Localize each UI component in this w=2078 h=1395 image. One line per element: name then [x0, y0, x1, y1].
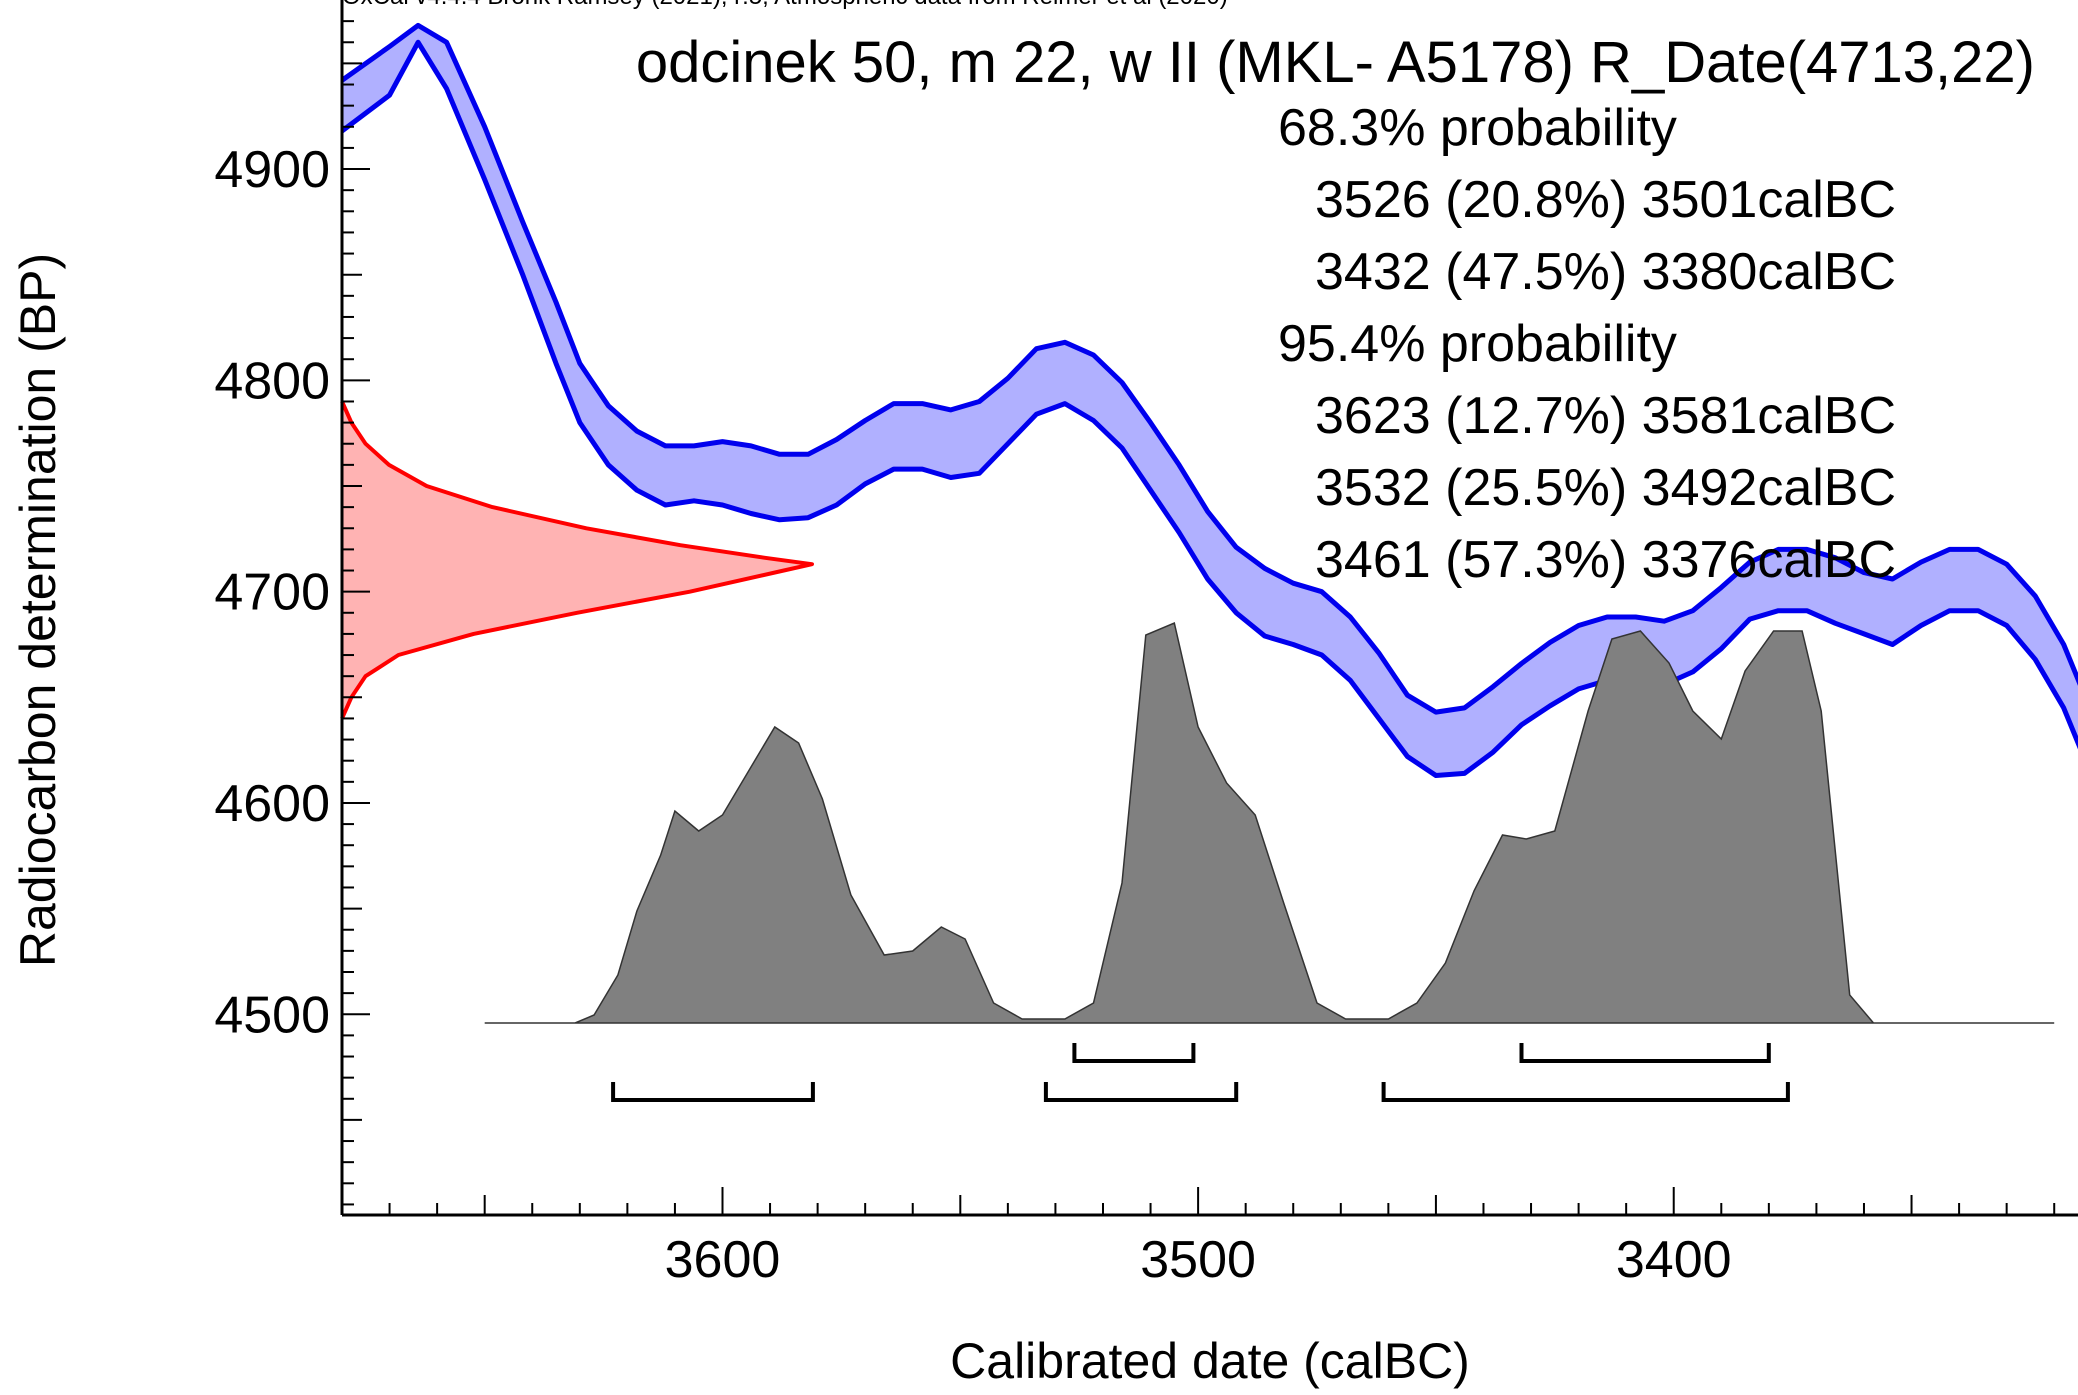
summary-line: 3526 (20.8%) 3501calBC: [1315, 171, 1896, 229]
posterior-distribution: [484, 621, 2055, 1024]
y-axis-label: Radiocarbon determination (BP): [10, 253, 66, 967]
y-tick-label: 4500: [214, 986, 330, 1044]
x-tick-label: 3500: [1140, 1231, 1256, 1289]
summary-line: 3461 (57.3%) 3376calBC: [1315, 531, 1896, 589]
radiocarbon-date-fill: [342, 401, 812, 719]
probability-ranges: [611, 1043, 1790, 1102]
calibration-lower-line: [340, 39, 2078, 778]
range-68-bracket: [1519, 1043, 1771, 1063]
summary-line: 95.4% probability: [1278, 315, 1677, 373]
y-tick-label: 4600: [214, 775, 330, 833]
x-axis-label: Calibrated date (calBC): [950, 1333, 1470, 1389]
summary-line: 3432 (47.5%) 3380calBC: [1315, 243, 1896, 301]
radiocarbon-date-line: [340, 400, 814, 720]
chart-title: odcinek 50, m 22, w II (MKL- A5178) R_Da…: [636, 30, 2035, 95]
x-tick-label: 3600: [665, 1231, 781, 1289]
y-tick-label: 4800: [214, 352, 330, 410]
summary-line: 68.3% probability: [1278, 99, 1677, 157]
axes: 3600 3500 3400 4500 4600 4700 4800 4900: [214, 0, 2078, 1289]
x-tick-label: 3400: [1616, 1231, 1732, 1289]
calibration-curve-layer: [340, 22, 2078, 778]
range-95-bracket: [1381, 1082, 1790, 1102]
summary-line: 3623 (12.7%) 3581calBC: [1315, 387, 1896, 445]
range-68-bracket: [1072, 1043, 1196, 1063]
y-tick-label: 4900: [214, 141, 330, 199]
summary-text: 68.3% probability 3526 (20.8%) 3501calBC 3…: [1278, 99, 1896, 589]
radiocarbon-date-layer: [340, 400, 814, 720]
summary-line: 3532 (25.5%) 3492calBC: [1315, 459, 1896, 517]
range-95-bracket: [611, 1082, 815, 1102]
calibration-upper-line: [340, 22, 2078, 715]
y-tick-label: 4700: [214, 564, 330, 622]
posterior-layer: [484, 621, 2055, 1024]
software-header: OxCal v4.4.4 Bronk Ramsey (2021); r:5; A…: [342, 0, 1228, 10]
range-95-bracket: [1043, 1082, 1239, 1102]
